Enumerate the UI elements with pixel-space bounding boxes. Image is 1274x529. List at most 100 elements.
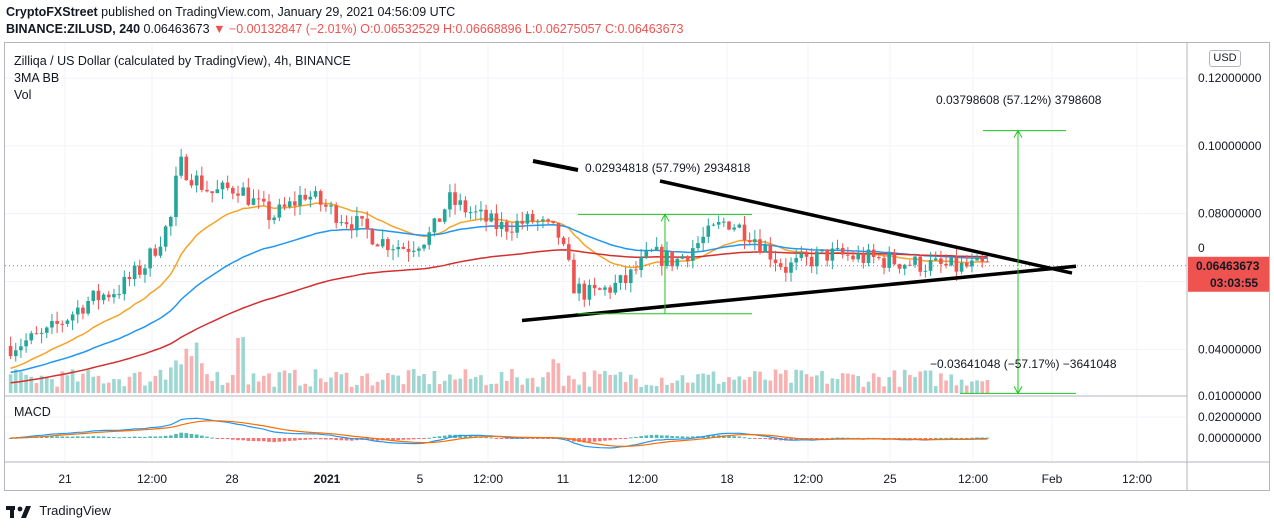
macd-histogram-bar bbox=[525, 438, 530, 439]
measure-label-target-up: 0.03798608 (57.12%) 3798608 bbox=[936, 93, 1102, 107]
candle-body bbox=[463, 200, 468, 213]
volume-bar bbox=[918, 371, 923, 393]
volume-bar bbox=[659, 377, 664, 393]
macd-histogram-bar bbox=[913, 438, 917, 439]
macd-histogram-bar bbox=[251, 438, 256, 442]
candle-body bbox=[194, 175, 199, 186]
volume-bar bbox=[763, 379, 767, 393]
publisher-name[interactable]: CryptoFXStreet bbox=[6, 5, 98, 19]
indicator-volume[interactable]: Vol bbox=[14, 88, 32, 102]
candle-body bbox=[189, 180, 194, 186]
volume-bar bbox=[727, 377, 731, 393]
indicator-macd[interactable]: MACD bbox=[14, 405, 51, 419]
candle-body bbox=[897, 264, 902, 269]
macd-histogram-bar bbox=[411, 438, 416, 440]
macd-histogram-bar bbox=[8, 438, 13, 439]
candle-body bbox=[959, 262, 964, 272]
indicator-ma-bb[interactable]: 3MA BB bbox=[14, 71, 60, 85]
price-axis-label: 0.08000000 bbox=[1198, 207, 1262, 221]
volume-bar bbox=[479, 375, 483, 393]
time-axis-label: 21 bbox=[58, 472, 72, 486]
candle-body bbox=[75, 307, 80, 315]
volume-bar bbox=[489, 383, 494, 393]
volume-bar bbox=[815, 375, 819, 393]
volume-bar bbox=[158, 369, 163, 393]
macd-histogram-bar bbox=[825, 438, 830, 439]
volume-bar bbox=[959, 379, 964, 393]
macd-histogram-bar bbox=[685, 436, 690, 438]
footer-brand[interactable]: TradingView bbox=[6, 503, 111, 519]
volume-bar bbox=[665, 384, 669, 393]
macd-histogram-bar bbox=[649, 435, 654, 438]
macd-histogram-bar bbox=[742, 437, 747, 439]
macd-histogram-bar bbox=[287, 438, 292, 441]
candle-body bbox=[205, 189, 209, 192]
volume-bar bbox=[86, 370, 90, 393]
macd-histogram-bar bbox=[747, 437, 752, 439]
volume-bar bbox=[81, 373, 85, 393]
candle-body bbox=[360, 216, 364, 219]
candle-body bbox=[65, 320, 70, 324]
volume-bar bbox=[980, 381, 985, 393]
macd-histogram-bar bbox=[112, 436, 116, 438]
candle-body bbox=[256, 198, 261, 200]
candle-body bbox=[639, 257, 643, 271]
volume-bar bbox=[628, 374, 633, 393]
candle-body bbox=[220, 182, 225, 190]
volume-bar bbox=[96, 375, 101, 393]
candle-body bbox=[406, 248, 411, 252]
volume-bar bbox=[448, 374, 452, 393]
volume-bar bbox=[50, 379, 54, 393]
candle-body bbox=[143, 268, 147, 275]
currency-button[interactable]: USD bbox=[1209, 50, 1241, 67]
candle-body bbox=[804, 253, 809, 257]
time-axis-label: 28 bbox=[225, 472, 239, 486]
macd-histogram-bar bbox=[65, 436, 70, 438]
volume-bar bbox=[106, 382, 111, 393]
candle-body bbox=[386, 239, 390, 251]
macd-histogram-bar bbox=[262, 438, 266, 442]
candle-body bbox=[980, 257, 985, 262]
candle-body bbox=[282, 204, 287, 207]
macd-histogram-bar bbox=[370, 438, 375, 441]
volume-bar bbox=[587, 386, 592, 393]
macd-line bbox=[10, 417, 988, 449]
volume-bar bbox=[406, 370, 411, 393]
volume-bar bbox=[473, 377, 478, 393]
volume-bar bbox=[701, 373, 705, 393]
candle-body bbox=[122, 276, 127, 295]
volume-bar bbox=[654, 385, 659, 393]
price-axis-label: 0 bbox=[1198, 241, 1205, 255]
macd-histogram-bar bbox=[665, 435, 669, 438]
candle-body bbox=[784, 266, 788, 273]
macd-histogram-bar bbox=[329, 438, 333, 440]
volume-bar bbox=[132, 372, 137, 393]
candle-body bbox=[670, 251, 674, 267]
candle-body bbox=[603, 287, 607, 290]
macd-histogram-bar bbox=[587, 438, 592, 443]
candle-body bbox=[892, 252, 897, 265]
volume-bar bbox=[768, 380, 773, 393]
candle-body bbox=[24, 340, 28, 347]
volume-bar bbox=[794, 369, 798, 393]
candle-body bbox=[251, 198, 256, 205]
volume-bar bbox=[933, 386, 938, 393]
candle-body bbox=[608, 287, 612, 293]
volume-bar bbox=[551, 359, 556, 393]
macd-histogram-bar bbox=[179, 432, 183, 438]
candle-body bbox=[799, 253, 804, 258]
macd-histogram-bar bbox=[613, 438, 618, 440]
price-change: ▼ −0.00132847 (−2.01%) bbox=[213, 22, 357, 36]
macd-histogram-bar bbox=[277, 438, 282, 442]
time-axis-label: 12:00 bbox=[137, 472, 167, 486]
macd-histogram-bar bbox=[308, 438, 313, 440]
candle-body bbox=[225, 182, 230, 188]
measure-arrow bbox=[660, 213, 670, 222]
volume-bar bbox=[897, 386, 902, 393]
symbol-info: BINANCE:ZILUSD, 240 0.06463673 ▼ −0.0013… bbox=[6, 22, 683, 36]
volume-bar bbox=[44, 376, 49, 393]
macd-histogram-bar bbox=[603, 438, 607, 441]
macd-histogram-bar bbox=[530, 438, 535, 439]
candle-body bbox=[856, 253, 861, 260]
